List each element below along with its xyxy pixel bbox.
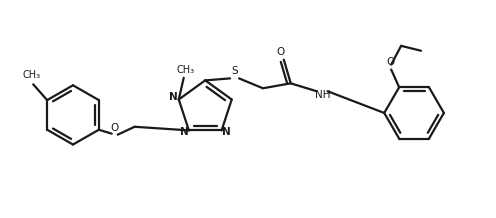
Text: N: N bbox=[170, 92, 178, 102]
Text: NH: NH bbox=[315, 90, 330, 100]
Text: N: N bbox=[222, 127, 231, 137]
Text: O: O bbox=[386, 57, 394, 67]
Text: O: O bbox=[111, 123, 119, 133]
Text: N: N bbox=[180, 127, 188, 137]
Text: CH₃: CH₃ bbox=[22, 70, 40, 80]
Text: S: S bbox=[232, 66, 239, 77]
Text: CH₃: CH₃ bbox=[177, 65, 195, 75]
Text: O: O bbox=[277, 47, 285, 57]
